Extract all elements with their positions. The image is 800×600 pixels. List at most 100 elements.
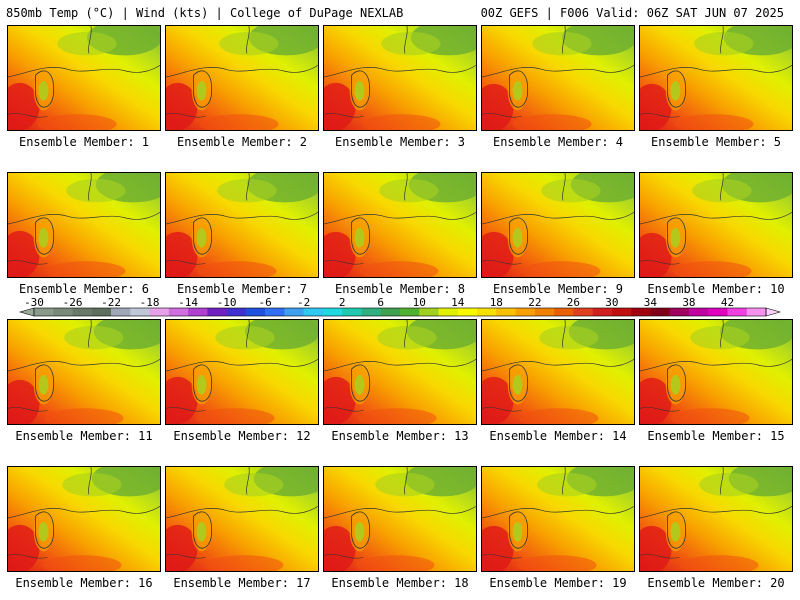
colorbar-swatch bbox=[708, 308, 728, 316]
ensemble-map-panel bbox=[7, 172, 161, 278]
colorbar-swatch bbox=[746, 308, 767, 316]
ensemble-member-label: Ensemble Member: 6 bbox=[18, 282, 150, 296]
colorbar-swatch bbox=[265, 308, 285, 316]
colorbar-swatch bbox=[111, 308, 131, 316]
colorbar-swatch bbox=[669, 308, 690, 316]
colorbar-swatch bbox=[650, 308, 670, 316]
colorbar-tick-label: -22 bbox=[101, 297, 121, 309]
colorbar-swatch bbox=[515, 308, 536, 316]
ensemble-map-panel bbox=[481, 319, 635, 425]
colorbar-swatch bbox=[284, 308, 304, 316]
temperature-field-map bbox=[482, 26, 634, 130]
ensemble-map-panel bbox=[639, 466, 793, 572]
colorbar-tick-label: -14 bbox=[178, 297, 198, 309]
temperature-field-map bbox=[482, 173, 634, 277]
ensemble-member-label: Ensemble Member: 10 bbox=[647, 282, 785, 296]
ensemble-member-label: Ensemble Member: 9 bbox=[492, 282, 624, 296]
colorbar-tick-label: 30 bbox=[605, 297, 618, 309]
colorbar-tick-label: -2 bbox=[297, 297, 310, 309]
colorbar-tick-label: -6 bbox=[259, 297, 272, 309]
colorbar-swatch bbox=[727, 308, 748, 316]
colorbar-swatch bbox=[342, 308, 362, 316]
temperature-field-map bbox=[8, 173, 160, 277]
ensemble-map-panel bbox=[481, 466, 635, 572]
ensemble-map-panel bbox=[639, 25, 793, 131]
ensemble-member-label: Ensemble Member: 1 bbox=[18, 135, 150, 149]
colorbar-tick-label: -10 bbox=[217, 297, 237, 309]
colorbar-tick-label: 2 bbox=[339, 297, 346, 309]
temperature-field-map bbox=[640, 467, 792, 571]
ensemble-member-label: Ensemble Member: 4 bbox=[492, 135, 624, 149]
colorbar-tick-label: 22 bbox=[528, 297, 541, 309]
colorbar-swatch bbox=[380, 308, 401, 316]
colorbar-swatch bbox=[592, 308, 613, 316]
temperature-field-map bbox=[482, 467, 634, 571]
colorbar-right-cap bbox=[765, 307, 782, 317]
temperature-field-map bbox=[324, 26, 476, 130]
ensemble-member-label: Ensemble Member: 14 bbox=[489, 429, 627, 443]
ensemble-member-label: Ensemble Member: 15 bbox=[647, 429, 785, 443]
colorbar-swatch bbox=[631, 308, 651, 316]
ensemble-member-label: Ensemble Member: 12 bbox=[173, 429, 311, 443]
colorbar-swatch bbox=[419, 308, 439, 316]
colorbar-swatch bbox=[303, 308, 324, 316]
ensemble-map-panel bbox=[165, 172, 319, 278]
ensemble-member-label: Ensemble Member: 18 bbox=[331, 576, 469, 590]
temperature-field-map bbox=[166, 173, 318, 277]
ensemble-member-label: Ensemble Member: 2 bbox=[176, 135, 308, 149]
temperature-field-map bbox=[8, 26, 160, 130]
ensemble-map-panel bbox=[481, 172, 635, 278]
temperature-colorbar: -30 -26 -22 -18 -14 -10 -6 -2 2 6 10 14 18 22 26 30 34 38… bbox=[18, 297, 782, 317]
colorbar-tick-label: -18 bbox=[140, 297, 160, 309]
colorbar-tick-label: 38 bbox=[682, 297, 695, 309]
colorbar-tick-label: 18 bbox=[490, 297, 503, 309]
temperature-field-map bbox=[640, 320, 792, 424]
run-valid-time: 00Z GEFS | F006 Valid: 06Z SAT JUN 07 20… bbox=[480, 6, 784, 20]
ensemble-map-panel bbox=[323, 319, 477, 425]
colorbar-swatch bbox=[226, 308, 247, 316]
ensemble-member-label: Ensemble Member: 11 bbox=[15, 429, 153, 443]
temperature-field-map bbox=[166, 26, 318, 130]
ensemble-map-panel bbox=[7, 25, 161, 131]
colorbar-swatch bbox=[322, 308, 343, 316]
colorbar-tick-label: -26 bbox=[63, 297, 83, 309]
ensemble-map-panel bbox=[323, 172, 477, 278]
colorbar-swatch bbox=[496, 308, 516, 316]
colorbar-swatch bbox=[534, 308, 555, 316]
ensemble-map-panel bbox=[323, 25, 477, 131]
temperature-field-map bbox=[166, 320, 318, 424]
temperature-field-map bbox=[640, 173, 792, 277]
temperature-field-map bbox=[482, 320, 634, 424]
colorbar-swatch bbox=[130, 308, 150, 316]
ensemble-map-panel bbox=[7, 319, 161, 425]
colorbar-swatch bbox=[438, 308, 459, 316]
ensemble-map-panel bbox=[323, 466, 477, 572]
temperature-field-map bbox=[8, 320, 160, 424]
ensemble-member-label: Ensemble Member: 17 bbox=[173, 576, 311, 590]
ensemble-map-panel bbox=[639, 319, 793, 425]
temperature-field-map bbox=[324, 467, 476, 571]
temperature-field-map bbox=[324, 173, 476, 277]
ensemble-map-panel bbox=[165, 25, 319, 131]
temperature-field-map bbox=[324, 320, 476, 424]
ensemble-member-label: Ensemble Member: 8 bbox=[334, 282, 466, 296]
colorbar-tick-label: 10 bbox=[413, 297, 426, 309]
colorbar-swatch bbox=[245, 308, 266, 316]
colorbar-swatch bbox=[91, 308, 112, 316]
colorbar-tick-label: 34 bbox=[644, 297, 658, 309]
chart-title: 850mb Temp (°C) | Wind (kts) | College o… bbox=[6, 6, 404, 20]
ensemble-member-label: Ensemble Member: 7 bbox=[176, 282, 308, 296]
colorbar-tick-label: 6 bbox=[377, 297, 384, 309]
colorbar-swatch bbox=[611, 308, 632, 316]
colorbar-swatch bbox=[34, 308, 54, 316]
colorbar-tick-label: 26 bbox=[567, 297, 580, 309]
colorbar-swatch bbox=[207, 308, 227, 316]
temperature-field-map bbox=[166, 467, 318, 571]
ensemble-map-panel bbox=[165, 319, 319, 425]
ensemble-map-panel bbox=[481, 25, 635, 131]
colorbar-left-cap bbox=[18, 307, 35, 317]
ensemble-map-panel bbox=[7, 466, 161, 572]
colorbar-tick-label: 14 bbox=[451, 297, 465, 309]
colorbar-swatch bbox=[477, 308, 497, 316]
colorbar-swatch bbox=[168, 308, 189, 316]
